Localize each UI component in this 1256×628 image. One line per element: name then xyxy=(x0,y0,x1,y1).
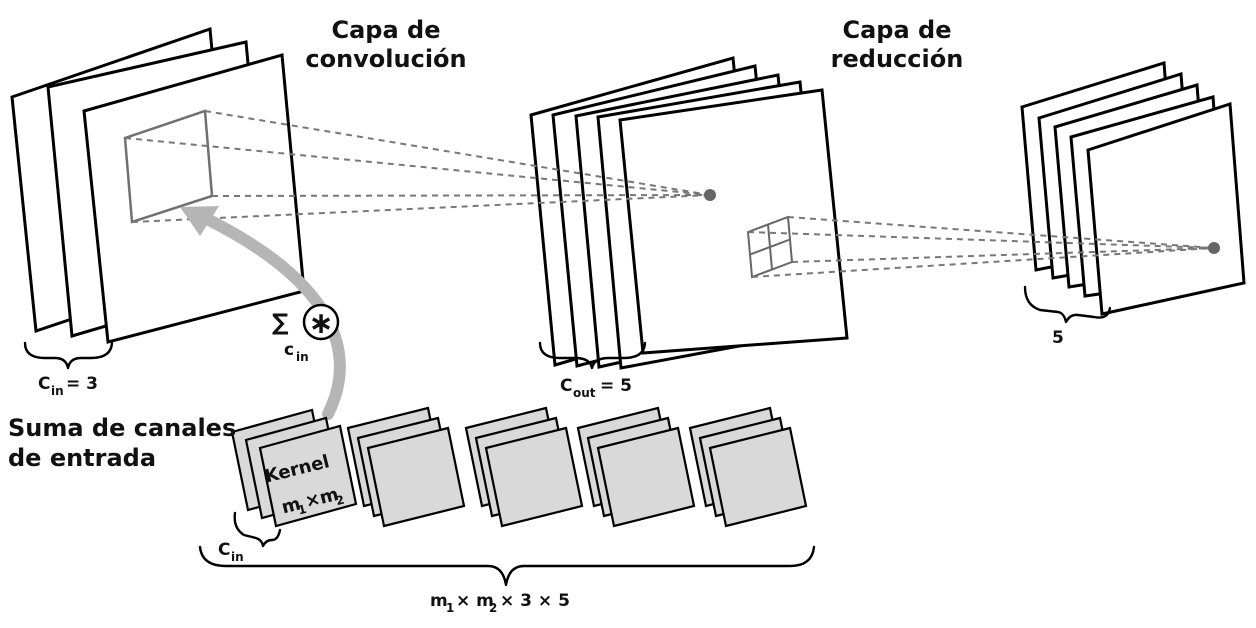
kernel-group-1 xyxy=(230,408,358,528)
conv-layer-title-2: convolución xyxy=(305,45,466,73)
conv-symbol: ∗ xyxy=(308,306,333,341)
svg-text:= 3: = 3 xyxy=(66,374,98,394)
svg-text:C: C xyxy=(218,540,230,560)
conv-layer-title-1: Capa de xyxy=(332,16,441,44)
pool-layer-title-2: reducción xyxy=(831,45,964,73)
kernel-group-4 xyxy=(576,406,696,528)
sum-channels-title-2: de entrada xyxy=(8,444,156,472)
sum-symbol: ∑ xyxy=(272,310,289,336)
svg-text:1: 1 xyxy=(446,601,454,615)
kernel-group-5 xyxy=(688,406,808,528)
svg-text:× m: × m xyxy=(456,591,494,611)
svg-text:2: 2 xyxy=(489,601,497,615)
kernel-sub1: 1 xyxy=(297,502,308,518)
brace-cin xyxy=(23,341,114,370)
kernel-group-3 xyxy=(464,406,584,528)
conv-output-maps xyxy=(529,56,849,370)
svg-text:C: C xyxy=(38,374,50,394)
svg-text:C: C xyxy=(560,376,572,396)
svg-text:in: in xyxy=(51,384,64,398)
input-channels xyxy=(10,26,306,344)
pool-count-label: 5 xyxy=(1052,328,1064,348)
kernel-m1: m xyxy=(280,493,303,518)
svg-text:out: out xyxy=(573,386,596,400)
brace-pool xyxy=(1023,285,1112,324)
brace-total xyxy=(198,545,816,587)
projection-lines xyxy=(124,110,1215,278)
svg-text:in: in xyxy=(231,550,244,564)
operator: ∑ ∗ c in xyxy=(272,303,340,364)
brace-cout xyxy=(538,341,647,370)
brace-kernel-cin xyxy=(233,511,282,548)
sum-channels-title-1: Suma de canales xyxy=(8,414,236,442)
kernel-sub2: 2 xyxy=(334,493,345,509)
total-params-label: m 1 × m 2 × 3 × 5 xyxy=(430,591,570,615)
pooled-output-point xyxy=(1208,242,1220,254)
op-c: c xyxy=(284,340,294,360)
cin-label: C in = 3 xyxy=(38,374,98,398)
svg-text:= 5: = 5 xyxy=(600,376,632,396)
op-c-sub: in xyxy=(296,350,309,364)
pooled-maps xyxy=(1020,61,1246,316)
kernel-cin-label: C in xyxy=(218,540,244,564)
cout-label: C out = 5 xyxy=(560,376,632,400)
pool-layer-title-1: Capa de xyxy=(843,16,952,44)
svg-text:m: m xyxy=(430,591,448,611)
svg-text:× 3 × 5: × 3 × 5 xyxy=(500,591,570,611)
conv-map-5 xyxy=(618,88,849,355)
pooled-map-5 xyxy=(1086,101,1246,316)
conv-output-point xyxy=(704,189,716,201)
conv-operator-icon xyxy=(302,303,340,341)
kernel-group-2 xyxy=(346,406,466,528)
